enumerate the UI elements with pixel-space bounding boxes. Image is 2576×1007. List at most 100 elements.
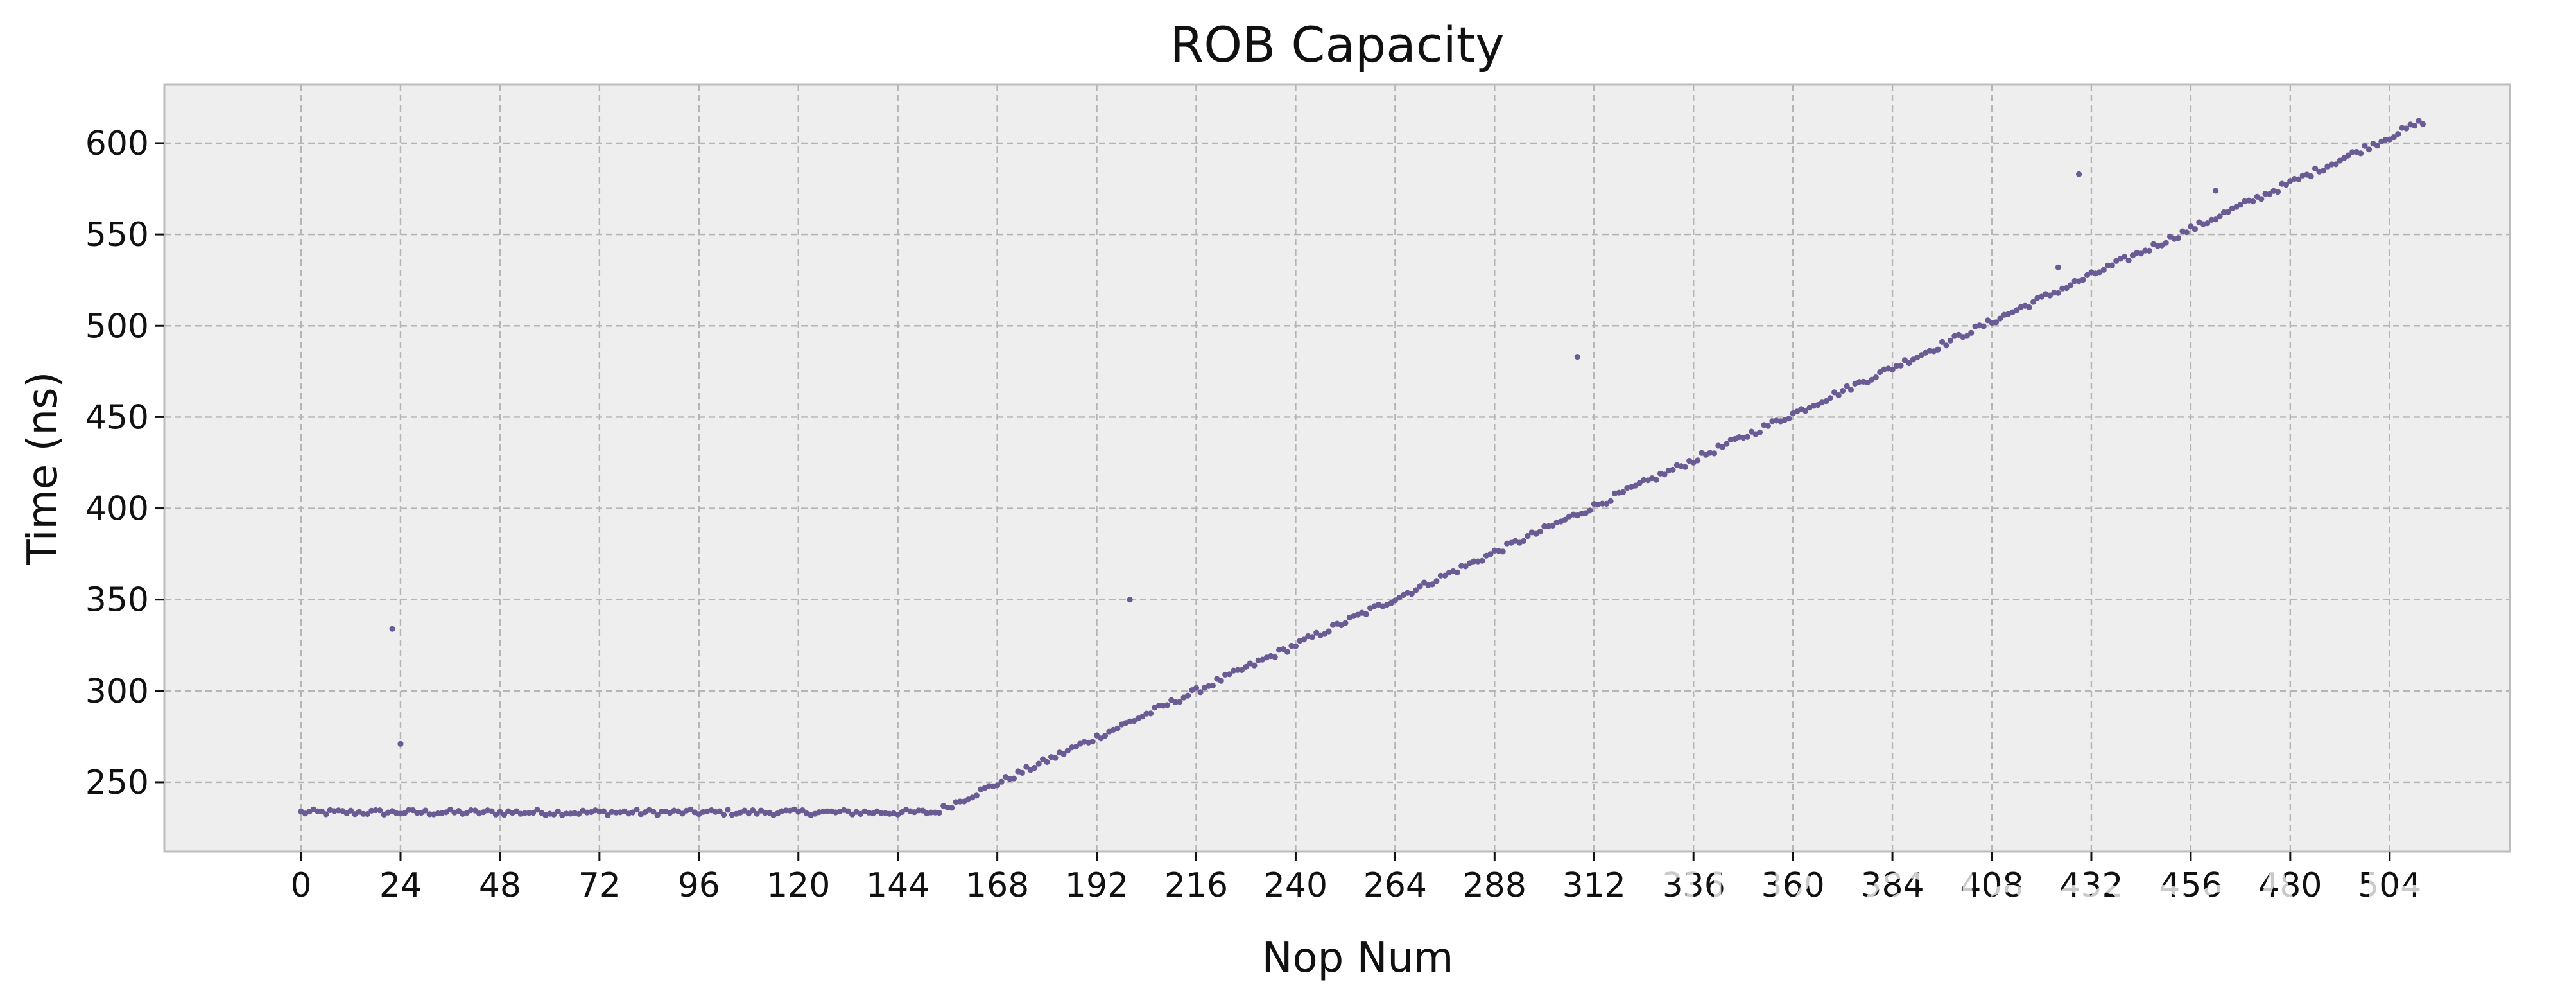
data-point: [1408, 591, 1415, 597]
y-axis-ticks: 250 300 350 400 450 500 550 600: [85, 125, 164, 802]
data-point: [2109, 262, 2115, 268]
data-point: [750, 807, 756, 814]
data-point: [1147, 710, 1154, 717]
data-point: [347, 807, 354, 814]
x-tick-label: 384: [1860, 866, 1924, 905]
data-point: [1019, 769, 1025, 776]
data-point: [720, 812, 727, 818]
data-point: [2138, 250, 2144, 257]
data-point: [915, 807, 922, 814]
data-point: [372, 807, 379, 814]
data-point: [1653, 477, 1659, 483]
x-axis-label: Nop Num: [1262, 934, 1454, 982]
data-point: [2374, 143, 2380, 149]
data-point: [2063, 285, 2070, 292]
data-point: [2183, 229, 2190, 236]
data-point: [323, 811, 329, 818]
data-point: [1388, 600, 1394, 607]
data-point: [2283, 182, 2289, 188]
data-point: [2076, 171, 2082, 177]
data-point: [936, 810, 942, 816]
data-point: [1756, 429, 1763, 435]
data-point: [2071, 277, 2078, 285]
x-tick-label: 408: [1960, 866, 2023, 905]
data-point: [654, 812, 661, 818]
x-tick-label: 168: [965, 866, 1029, 905]
data-point: [1632, 482, 1639, 489]
data-point: [1226, 671, 1232, 678]
data-point: [745, 810, 752, 817]
data-point: [1877, 369, 1883, 376]
data-point: [488, 808, 495, 814]
data-point: [1574, 354, 1580, 360]
data-point: [1872, 374, 1879, 381]
y-tick-label: 250: [85, 764, 149, 802]
data-point: [1396, 595, 1403, 601]
data-point: [1089, 739, 1096, 745]
data-point: [1164, 702, 1170, 708]
data-point: [2204, 220, 2211, 227]
data-point: [522, 810, 528, 816]
data-point: [2084, 272, 2091, 278]
data-point: [799, 807, 806, 814]
data-point: [2258, 196, 2265, 202]
data-point: [1284, 649, 1291, 655]
data-point: [1641, 477, 1647, 484]
data-point: [1636, 480, 1643, 486]
data-point: [1844, 383, 1850, 389]
data-point: [1442, 572, 1448, 579]
data-point: [2122, 254, 2128, 260]
data-point: [576, 810, 582, 817]
data-point: [1363, 611, 1369, 617]
data-point: [2163, 240, 2169, 246]
chart-title: ROB Capacity: [1170, 16, 1504, 73]
data-point: [455, 808, 462, 814]
data-point: [716, 808, 723, 814]
data-point: [629, 809, 636, 816]
data-point: [1487, 551, 1494, 557]
data-point: [2365, 146, 2373, 153]
data-point: [1010, 775, 1017, 782]
data-point: [1947, 337, 1954, 344]
data-point: [1939, 338, 1946, 346]
data-point: [1032, 764, 1038, 771]
data-point: [1661, 471, 1668, 478]
x-axis-ticks: 0 24 48 72 96 120 144 168 192 216 240 264 288 312 336 3…: [290, 852, 2421, 905]
data-point: [530, 810, 537, 816]
data-point: [563, 810, 569, 817]
data-point: [2274, 189, 2281, 195]
data-point: [426, 811, 433, 818]
data-point: [1139, 714, 1146, 720]
x-tick-label: 96: [678, 866, 720, 905]
data-point: [501, 812, 508, 818]
data-point: [1437, 572, 1444, 579]
data-point: [1272, 654, 1278, 660]
data-point: [754, 810, 760, 817]
data-point: [526, 810, 532, 816]
data-point: [2055, 264, 2061, 270]
data-point: [1040, 756, 1046, 762]
x-tick-label: 432: [2059, 866, 2123, 905]
plot-frame: [163, 83, 2511, 853]
data-point: [1943, 342, 1949, 349]
data-point: [2358, 150, 2364, 157]
data-point: [2046, 292, 2053, 299]
data-point: [1218, 678, 1224, 684]
data-point: [1847, 387, 1854, 393]
y-tick-label: 350: [85, 581, 149, 620]
data-point: [956, 798, 964, 805]
data-point: [2125, 257, 2132, 264]
data-point: [377, 807, 383, 814]
data-point: [1073, 744, 1079, 750]
data-point: [1901, 357, 1908, 363]
data-point: [1143, 710, 1150, 717]
x-tick-label: 216: [1164, 866, 1228, 905]
data-point: [2267, 191, 2273, 197]
data-point: [949, 805, 955, 811]
data-point: [472, 807, 478, 814]
data-point: [741, 807, 748, 814]
data-point: [2308, 173, 2314, 180]
data-point: [2146, 247, 2152, 254]
x-tick-label: 48: [479, 866, 521, 905]
data-point: [1906, 360, 1912, 367]
